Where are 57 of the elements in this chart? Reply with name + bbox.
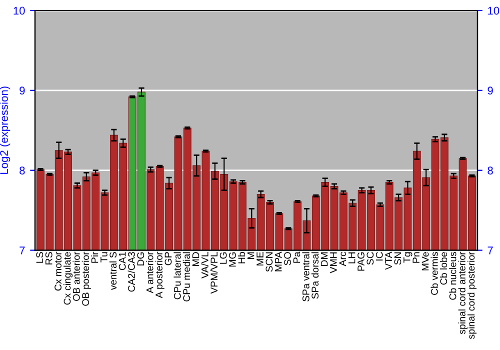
y2-tick-label: 10 bbox=[488, 6, 500, 15]
x-tick-label: VTA bbox=[385, 252, 392, 270]
x-tick-label: OB anterior bbox=[72, 252, 80, 301]
y2-tick-label: 7 bbox=[488, 246, 493, 254]
x-tick-label: SC bbox=[366, 252, 374, 265]
x-tick-label: VA/VL bbox=[201, 252, 208, 278]
x-tick-label: A posterior bbox=[155, 252, 164, 298]
y2-tick-label: 9 bbox=[488, 86, 493, 95]
x-tick-label: Cb vermis bbox=[430, 252, 438, 295]
x-tick-label: Pir bbox=[91, 252, 98, 263]
x-tick-label: Arc bbox=[339, 252, 346, 266]
y-tick-label: 8 bbox=[20, 166, 25, 174]
x-tick-label: DG bbox=[137, 252, 144, 266]
x-tick-label: SCN bbox=[266, 252, 273, 272]
x-tick-label: MG bbox=[229, 252, 236, 266]
x-tick-label: OB posterior bbox=[82, 252, 91, 306]
x-tick-label: ME bbox=[256, 252, 264, 266]
x-tick-label: MVe bbox=[422, 252, 429, 270]
x-tick-label: CPu medial bbox=[182, 252, 190, 302]
x-tick-label: Pa bbox=[293, 252, 300, 263]
x-tick-label: LS bbox=[36, 252, 44, 263]
x-tick-label: PAG bbox=[358, 252, 364, 271]
x-tick-label: ventral S bbox=[109, 252, 117, 290]
x-tick-label: Tg bbox=[404, 252, 412, 263]
x-tick-label: MPA bbox=[275, 252, 282, 272]
x-tick-label: SPa ventral bbox=[302, 252, 310, 302]
y-tick-label: 10 bbox=[14, 6, 25, 15]
x-tick-label: SO bbox=[284, 252, 291, 266]
y-tick-label: 7 bbox=[20, 246, 25, 254]
x-tick-label: spinal cord posterior bbox=[467, 252, 477, 339]
x-tick-label: LG bbox=[220, 252, 227, 264]
x-tick-label: A anterior bbox=[146, 252, 154, 294]
x-tick-label: GP bbox=[164, 252, 172, 266]
x-tick-label: M bbox=[247, 252, 254, 259]
x-tick-label: Hb bbox=[238, 252, 246, 264]
x-tick-label: spinal cord anterior bbox=[458, 252, 468, 334]
x-tick-label: SPa dorsal bbox=[311, 252, 319, 299]
x-tick-label: RS bbox=[45, 252, 52, 264]
x-tick-label: CA2/CA3 bbox=[128, 252, 135, 292]
x-tick-label: MD bbox=[192, 252, 200, 266]
x-tick-label: Pn bbox=[412, 252, 420, 263]
x-tick-label: DM bbox=[320, 252, 328, 266]
y2-tick-label: 8 bbox=[488, 166, 493, 174]
x-tick-label: CPu lateral bbox=[174, 252, 181, 300]
y-axis-title: Log2 (expression) bbox=[0, 86, 10, 174]
x-tick-label: IC bbox=[376, 252, 383, 260]
x-tick-label: VMH bbox=[330, 252, 337, 274]
x-tick-label: VPM/VPL bbox=[210, 252, 218, 294]
x-tick-label: Cb lobe bbox=[440, 252, 448, 285]
x-tick-label: SN bbox=[394, 252, 402, 265]
x-tick-label: LH bbox=[348, 252, 356, 264]
y-tick-label: 9 bbox=[20, 86, 25, 95]
x-tick-label: Tu bbox=[100, 252, 108, 262]
x-tick-label: Cb nucleus bbox=[449, 252, 456, 300]
x-tick-label: CA1 bbox=[118, 252, 126, 270]
x-tick-label: Cx cingulate bbox=[64, 252, 73, 305]
x-tick-label: Cx motor bbox=[54, 252, 62, 291]
